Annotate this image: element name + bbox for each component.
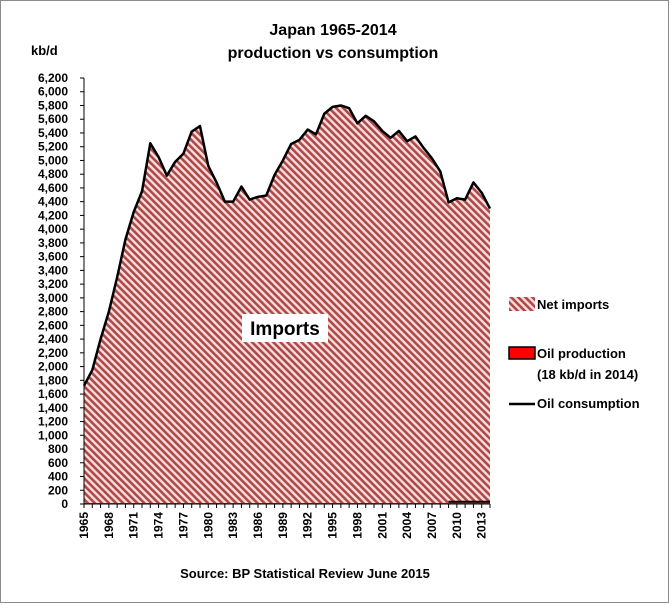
x-tick-label: 1980 [201,512,215,539]
legend-net-imports-label: Net imports [537,297,609,312]
x-tick-label: 1983 [226,512,240,539]
y-tick-label: 4,600 [38,181,68,195]
y-tick-label: 5,200 [38,140,68,154]
y-tick-label: 400 [48,470,68,484]
y-tick-label: 1,200 [38,415,68,429]
x-tick-label: 1986 [251,512,265,539]
y-tick-label: 5,000 [38,153,68,167]
source-note: Source: BP Statistical Review June 2015 [180,566,430,581]
chart-title-line-1: Japan 1965-2014 [269,22,396,39]
x-axis: 1965 1968 1971 1974 1977 1980 1983 1986 1989 1992… [77,503,491,539]
y-tick-label: 1,400 [38,401,68,415]
y-tick-label: 2,600 [38,318,68,332]
x-tick-label: 1968 [102,512,116,539]
x-tick-label: 1971 [127,512,141,539]
x-tick-label: 1974 [152,512,166,539]
x-tick-label: 2001 [375,512,389,539]
x-tick-label: 2007 [425,512,439,539]
plot-area [82,104,492,504]
y-tick-label: 0 [61,497,68,511]
y-tick-label: 5,800 [38,98,68,112]
y-tick-label: 3,800 [38,236,68,250]
legend-oil-consumption-label: Oil consumption [537,396,640,411]
legend-net-imports-swatch [509,297,535,311]
imports-annotation-box [242,314,328,342]
legend: Net imports Oil production (18 kb/d in 2… [508,297,640,411]
y-tick-label: 200 [48,483,68,497]
series-oil-consumption-line [82,104,492,387]
x-tick-label: 1965 [77,512,91,539]
y-tick-label: 3,200 [38,277,68,291]
y-tick-label: 4,200 [38,208,68,222]
y-tick-label: 5,400 [38,126,68,140]
x-tick-label: 2004 [400,512,414,539]
y-tick-label: 2,800 [38,305,68,319]
x-tick-label: 1977 [176,512,190,539]
y-tick-label: 3,400 [38,263,68,277]
y-tick-label: 1,800 [38,373,68,387]
y-tick-label: 2,400 [38,332,68,346]
y-tick-label: 4,800 [38,167,68,181]
y-tick-label: 1,000 [38,428,68,442]
legend-oil-production-note: (18 kb/d in 2014) [537,367,638,382]
x-tick-label: 1992 [301,512,315,539]
x-tick-label: 2013 [475,512,489,539]
y-tick-label: 4,400 [38,195,68,209]
x-tick-label: 1995 [326,512,340,539]
y-tick-label: 4,000 [38,222,68,236]
y-tick-label: 6,200 [38,71,68,85]
y-tick-label: 800 [48,442,68,456]
x-tick-label: 2010 [450,512,464,539]
legend-oil-production-label: Oil production [537,346,626,361]
legend-oil-production-swatch [508,346,536,360]
y-tick-label: 3,000 [38,291,68,305]
y-tick-label: 3,600 [38,250,68,264]
y-tick-label: 600 [48,456,68,470]
y-tick-label: 1,600 [38,387,68,401]
imports-annotation: Imports [242,314,328,342]
x-tick-label: 1998 [350,512,364,539]
y-tick-label: 6,000 [38,85,68,99]
y-tick-label: 2,200 [38,346,68,360]
y-tick-label: 5,600 [38,112,68,126]
y-axis-unit: kb/d [31,43,58,58]
y-axis: 02004006008001,0001,2001,4001,6001,8002,… [38,71,85,511]
imports-annotation-text: Imports [250,319,320,340]
x-tick-label: 1989 [276,512,290,539]
y-tick-label: 2,000 [38,360,68,374]
series-net-imports-area [84,105,490,503]
chart-title-line-2: production vs consumption [228,45,439,62]
